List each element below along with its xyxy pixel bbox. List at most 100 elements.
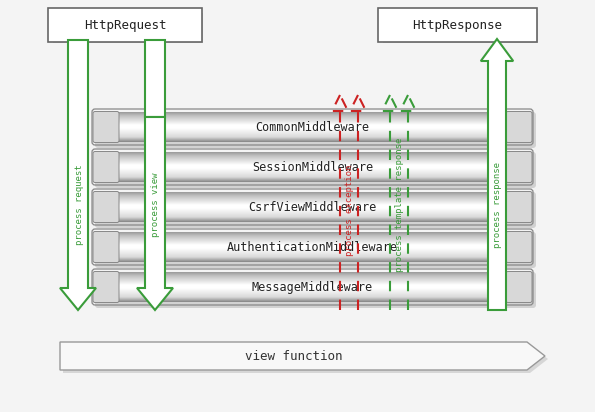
Bar — [95, 285, 530, 286]
Bar — [95, 283, 530, 285]
Text: process response: process response — [493, 162, 503, 248]
Bar — [95, 288, 530, 289]
Text: HttpRequest: HttpRequest — [84, 19, 166, 31]
Bar — [95, 216, 530, 218]
Bar — [95, 154, 530, 156]
Bar — [95, 293, 530, 295]
Bar — [95, 119, 530, 120]
Bar — [95, 122, 530, 123]
Bar — [95, 192, 530, 193]
Bar — [95, 162, 530, 164]
FancyBboxPatch shape — [506, 232, 532, 262]
Bar — [95, 199, 530, 201]
Bar — [95, 295, 530, 296]
Bar — [95, 237, 530, 239]
Bar — [95, 201, 530, 203]
Bar — [95, 152, 530, 153]
Bar — [95, 253, 530, 254]
Bar — [95, 241, 530, 242]
Bar — [95, 154, 530, 155]
Bar — [95, 283, 530, 284]
Bar — [95, 208, 530, 209]
Bar — [95, 292, 530, 293]
Bar — [95, 164, 530, 166]
Bar — [95, 113, 530, 115]
FancyBboxPatch shape — [506, 112, 532, 143]
Bar — [95, 255, 530, 257]
Text: MessageMiddleware: MessageMiddleware — [252, 281, 373, 293]
Bar — [95, 246, 530, 247]
Bar — [95, 136, 530, 137]
Text: CsrfViewMiddleware: CsrfViewMiddleware — [248, 201, 377, 213]
Bar — [95, 288, 530, 290]
Bar — [95, 208, 530, 210]
Bar — [95, 251, 530, 253]
Bar — [95, 220, 530, 222]
Bar — [95, 178, 530, 179]
Polygon shape — [63, 345, 548, 373]
Bar — [95, 169, 530, 170]
Bar — [95, 255, 530, 256]
Bar — [95, 243, 530, 245]
Bar — [95, 218, 530, 219]
Bar — [95, 175, 530, 176]
Bar — [95, 258, 530, 260]
Bar — [95, 276, 530, 278]
Bar — [95, 300, 530, 301]
Bar — [95, 166, 530, 168]
Bar — [95, 176, 530, 177]
Bar — [95, 159, 530, 161]
Bar — [95, 295, 530, 297]
Bar — [95, 248, 530, 250]
Bar — [95, 115, 530, 116]
Bar — [95, 236, 530, 238]
Bar — [95, 250, 530, 251]
Bar — [95, 272, 530, 273]
Bar — [95, 293, 530, 294]
Bar — [95, 281, 530, 282]
FancyBboxPatch shape — [93, 232, 119, 262]
Bar — [95, 276, 530, 277]
Bar — [95, 157, 530, 159]
Bar — [95, 129, 530, 130]
Bar — [95, 152, 530, 154]
Bar — [95, 258, 530, 259]
Bar — [95, 161, 530, 162]
Bar — [95, 206, 530, 207]
Text: process view: process view — [152, 173, 161, 237]
Bar — [95, 194, 530, 196]
FancyBboxPatch shape — [48, 8, 202, 42]
Text: view function: view function — [245, 349, 342, 363]
Bar — [95, 234, 530, 236]
Bar — [95, 134, 530, 136]
Bar — [95, 203, 530, 204]
Bar — [95, 286, 530, 287]
FancyBboxPatch shape — [506, 272, 532, 302]
Bar — [95, 204, 530, 206]
Bar — [95, 133, 530, 135]
Bar — [95, 204, 530, 205]
FancyBboxPatch shape — [95, 112, 536, 148]
Bar — [95, 199, 530, 200]
Polygon shape — [481, 39, 513, 310]
FancyBboxPatch shape — [506, 152, 532, 183]
Text: process request: process request — [74, 165, 83, 245]
FancyBboxPatch shape — [93, 272, 119, 302]
Bar — [95, 166, 530, 167]
Bar — [95, 112, 530, 114]
Bar — [95, 115, 530, 117]
FancyBboxPatch shape — [378, 8, 537, 42]
Bar — [95, 180, 530, 182]
Bar — [95, 290, 530, 292]
Bar — [95, 213, 530, 214]
Bar — [95, 159, 530, 160]
Bar — [95, 173, 530, 174]
FancyBboxPatch shape — [383, 13, 538, 43]
Bar — [95, 248, 530, 249]
Bar — [95, 213, 530, 215]
Bar — [95, 239, 530, 240]
Bar — [95, 281, 530, 283]
Bar — [95, 119, 530, 121]
Bar — [95, 140, 530, 141]
Bar — [95, 209, 530, 211]
